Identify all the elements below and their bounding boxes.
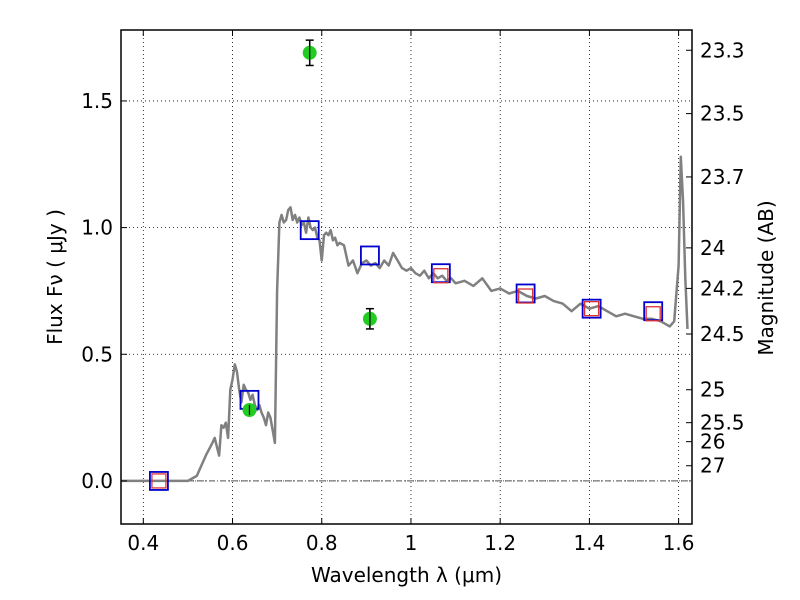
x-tick-label: 1.2 bbox=[484, 531, 516, 555]
series-layer bbox=[121, 39, 689, 491]
filter-flux-marker bbox=[149, 471, 169, 491]
filter-flux-marker bbox=[360, 245, 380, 266]
right-tick-label: 26 bbox=[700, 430, 725, 454]
y-axis-label: Flux Fν ( μJy ) bbox=[43, 209, 67, 345]
x-axis-label: Wavelength λ (μm) bbox=[311, 563, 502, 587]
model-flux-marker bbox=[583, 301, 600, 317]
right-tick-label: 27 bbox=[700, 454, 725, 478]
right-tick-label: 24.5 bbox=[700, 322, 745, 346]
filter-flux-marker bbox=[643, 301, 664, 322]
x-tick-label: 0.8 bbox=[306, 531, 338, 555]
x-tick-label: 0.4 bbox=[127, 531, 159, 555]
right-tick-label: 24 bbox=[700, 236, 725, 260]
model-flux-marker bbox=[517, 288, 534, 304]
grid bbox=[121, 30, 692, 524]
y-tick-label: 1.5 bbox=[81, 89, 113, 113]
right-tick-label: 23.5 bbox=[700, 102, 745, 126]
x-tick-label: 1 bbox=[405, 531, 418, 555]
right-tick-label: 25.5 bbox=[700, 411, 745, 435]
filter-flux-marker bbox=[581, 298, 602, 319]
model-flux-marker bbox=[433, 268, 449, 284]
right-tick-label: 24.2 bbox=[700, 276, 745, 300]
right-tick-label: 23.7 bbox=[700, 165, 745, 189]
y-tick-label: 0.5 bbox=[81, 342, 113, 366]
x-tick-label: 1.4 bbox=[573, 531, 605, 555]
y-tick-label: 1.0 bbox=[81, 216, 113, 240]
model-flux-marker bbox=[151, 473, 167, 489]
model-flux-marker bbox=[645, 306, 661, 322]
right-tick-label: 25 bbox=[700, 378, 725, 402]
x-tick-label: 1.6 bbox=[663, 531, 695, 555]
y-tick-label: 0.0 bbox=[81, 469, 113, 493]
right-tick-label: 23.3 bbox=[700, 38, 745, 62]
model-spectrum-line bbox=[121, 155, 689, 483]
right-axis-label: Magnitude (AB) bbox=[754, 200, 778, 355]
x-tick-label: 0.6 bbox=[217, 531, 249, 555]
filter-flux-marker bbox=[515, 283, 536, 304]
ticks: 0.4 0.6 0.8 1 1.2 1.4 1.6 0.0 0.5 1.0 1.5 23.3 23.5 2… bbox=[81, 30, 745, 555]
plot-frame bbox=[120, 29, 693, 525]
filter-flux-marker bbox=[299, 220, 320, 241]
